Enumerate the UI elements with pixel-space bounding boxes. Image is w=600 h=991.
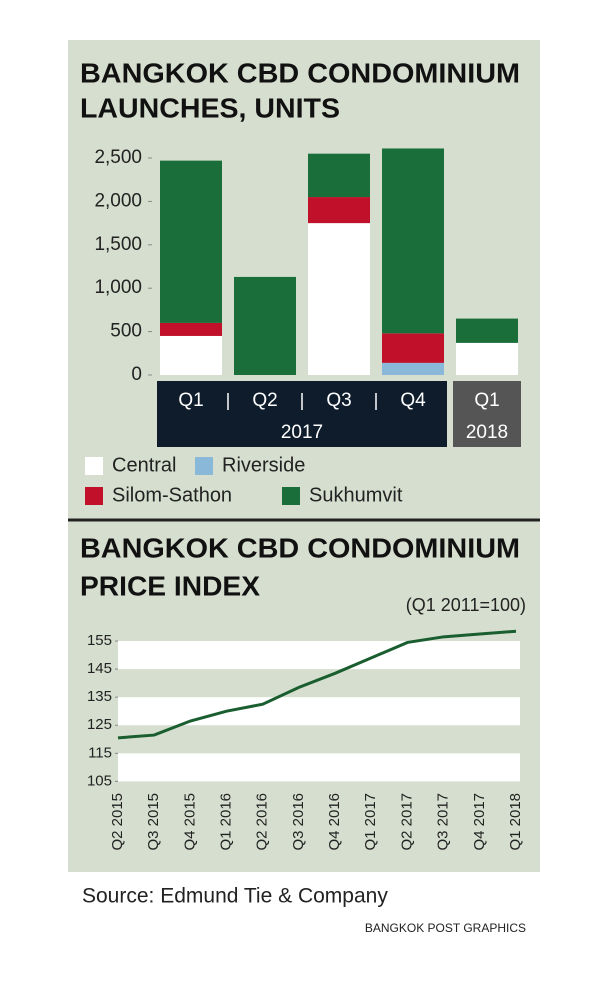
x-tick-label: Q4 2015: [181, 793, 198, 851]
chart-title: LAUNCHES, UNITS: [80, 92, 340, 123]
x-tick-label: Q1: [178, 390, 203, 411]
y-tick-label: 2,500: [94, 147, 142, 168]
bar-segment: [382, 362, 444, 375]
bar-segment: [308, 153, 370, 198]
x-tick-label: Q3 2016: [290, 793, 307, 851]
bar-segment: [308, 223, 370, 375]
chart-title: PRICE INDEX: [80, 570, 260, 601]
legend-label: Central: [112, 454, 176, 476]
legend-swatch: [282, 487, 300, 505]
band: [118, 697, 520, 726]
y-tick-label: 500: [110, 321, 142, 342]
legend-label: Silom-Sathon: [112, 484, 232, 506]
x-tick-label: Q2 2016: [254, 793, 271, 851]
y-tick-label: 145: [87, 660, 112, 677]
y-tick-label: 155: [87, 632, 112, 649]
bar-segment: [160, 335, 222, 375]
legend-swatch: [85, 487, 103, 505]
x-tick-label: Q4 2016: [326, 793, 343, 851]
chart-title: BANGKOK CBD CONDOMINIUM: [80, 57, 520, 88]
x-tick-label: Q2: [252, 390, 277, 411]
y-tick-label: 1,500: [94, 234, 142, 255]
x-tick-label: Q3 2017: [435, 793, 452, 851]
y-tick-label: 1,000: [94, 277, 142, 298]
y-tick-label: 0: [131, 364, 142, 385]
bar-segment: [308, 197, 370, 224]
x-tick-label: Q1 2017: [362, 793, 379, 851]
x-tick-label: Q1 2018: [507, 793, 524, 851]
x-tick-label: Q3 2015: [145, 793, 162, 851]
x-tick-label: Q4: [400, 390, 426, 411]
x-tick-label: Q1: [474, 390, 499, 411]
bar-segment: [382, 148, 444, 334]
y-tick-label: 125: [87, 716, 112, 733]
index-note: (Q1 2011=100): [406, 595, 526, 615]
x-tick-label: Q4 2017: [471, 793, 488, 851]
legend-label: Riverside: [222, 454, 305, 476]
panel: [68, 40, 540, 872]
y-tick-label: 115: [88, 744, 112, 761]
axis-label-box: [157, 381, 447, 447]
x-tick-label: Q3: [326, 390, 351, 411]
band: [118, 753, 520, 782]
axis-label-box: [453, 381, 521, 447]
line: [117, 629, 517, 740]
legend-swatch: [195, 457, 213, 475]
legend-swatch: [85, 457, 103, 475]
group-label: 2018: [466, 422, 508, 443]
x-tick-label: Q1 2016: [218, 793, 235, 851]
bar-segment: [456, 318, 518, 343]
x-tick-label: Q2 2017: [398, 793, 415, 851]
bar-segment: [160, 160, 222, 323]
bar-segment: [160, 322, 222, 336]
bar-segment: [456, 342, 518, 375]
chart-title: BANGKOK CBD CONDOMINIUM: [80, 532, 520, 563]
legend-label: Sukhumvit: [309, 484, 403, 506]
band: [118, 641, 520, 670]
y-tick-label: 135: [87, 688, 112, 705]
group-label: 2017: [281, 422, 323, 443]
credit: BANGKOK POST GRAPHICS: [365, 921, 526, 935]
bar-segment: [234, 276, 296, 375]
x-tick-label: Q2 2015: [109, 793, 126, 851]
y-tick-label: 105: [87, 772, 112, 789]
y-tick-label: 2,000: [94, 190, 142, 211]
source: Source: Edmund Tie & Company: [82, 885, 388, 908]
bar-segment: [382, 333, 444, 363]
